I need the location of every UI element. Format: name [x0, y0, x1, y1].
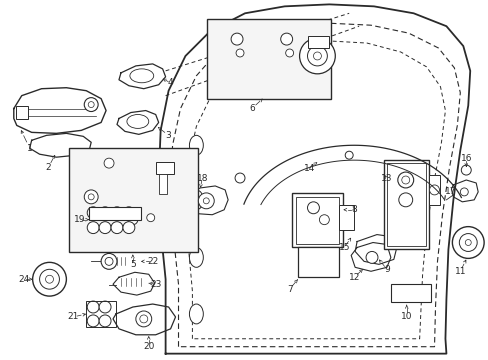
Circle shape [451, 227, 483, 258]
Ellipse shape [189, 190, 203, 210]
Text: 14: 14 [303, 163, 315, 172]
Text: 6: 6 [248, 104, 254, 113]
Text: 5: 5 [130, 260, 136, 269]
Text: 23: 23 [150, 280, 161, 289]
Circle shape [299, 38, 335, 74]
Circle shape [84, 190, 98, 204]
Circle shape [111, 222, 122, 234]
Circle shape [105, 257, 113, 265]
Bar [386, 163, 425, 247]
Circle shape [88, 102, 94, 108]
Circle shape [99, 301, 111, 313]
Ellipse shape [127, 114, 148, 129]
Ellipse shape [189, 135, 203, 155]
Text: 13: 13 [380, 174, 392, 183]
Circle shape [40, 269, 60, 289]
Ellipse shape [189, 304, 203, 324]
Circle shape [366, 251, 377, 264]
Circle shape [401, 176, 409, 184]
Bar [383, 160, 427, 249]
Circle shape [104, 158, 114, 168]
Text: 8: 8 [350, 205, 356, 214]
Circle shape [397, 172, 413, 188]
Circle shape [313, 52, 321, 60]
Circle shape [122, 207, 135, 219]
Bar [291, 193, 343, 247]
Text: 18: 18 [196, 174, 208, 183]
Text: 1: 1 [27, 144, 33, 153]
Bar [390, 284, 429, 302]
Bar [89, 207, 141, 220]
Circle shape [280, 33, 292, 45]
Circle shape [464, 239, 470, 246]
Text: 9: 9 [383, 265, 389, 274]
Circle shape [128, 215, 138, 225]
Ellipse shape [189, 247, 203, 267]
Text: 2: 2 [45, 163, 51, 172]
Circle shape [460, 165, 470, 175]
Text: 16: 16 [460, 154, 471, 163]
Text: 21: 21 [67, 312, 79, 321]
Bar [86, 301, 116, 327]
Circle shape [87, 315, 99, 327]
Circle shape [111, 207, 122, 219]
Text: 17: 17 [444, 188, 455, 197]
Bar [295, 197, 339, 243]
Circle shape [398, 193, 412, 207]
Circle shape [236, 49, 244, 57]
Circle shape [84, 98, 98, 112]
Text: 12: 12 [348, 273, 359, 282]
Bar [158, 174, 166, 194]
Text: 15: 15 [338, 243, 349, 252]
Circle shape [428, 185, 439, 195]
Circle shape [285, 49, 293, 57]
Text: 10: 10 [400, 312, 412, 321]
Circle shape [203, 198, 209, 204]
Circle shape [307, 46, 326, 66]
Circle shape [99, 315, 111, 327]
Text: 20: 20 [143, 342, 154, 351]
Text: 24: 24 [18, 275, 29, 284]
Circle shape [87, 222, 99, 234]
Circle shape [122, 222, 135, 234]
Circle shape [458, 234, 476, 251]
Text: 22: 22 [147, 257, 158, 266]
Circle shape [33, 262, 66, 296]
Text: 19: 19 [73, 215, 85, 224]
Bar [155, 162, 173, 174]
Circle shape [307, 202, 319, 214]
Text: 11: 11 [454, 267, 465, 276]
Bar [16, 105, 28, 120]
Circle shape [101, 253, 117, 269]
Bar [207, 19, 331, 99]
Bar [427, 175, 440, 205]
Circle shape [136, 311, 151, 327]
Circle shape [231, 33, 243, 45]
Circle shape [140, 315, 147, 323]
Circle shape [459, 188, 468, 196]
Circle shape [88, 194, 94, 200]
Bar [307, 36, 328, 48]
Circle shape [45, 275, 53, 283]
Circle shape [345, 151, 352, 159]
Text: 3: 3 [165, 131, 171, 140]
Bar [69, 148, 198, 252]
Ellipse shape [130, 69, 153, 83]
Circle shape [87, 207, 99, 219]
Circle shape [87, 301, 99, 313]
Circle shape [99, 207, 111, 219]
Bar [297, 247, 339, 277]
Circle shape [198, 193, 214, 209]
Circle shape [319, 215, 328, 225]
Text: 4: 4 [167, 78, 173, 87]
Circle shape [99, 222, 111, 234]
Circle shape [235, 173, 244, 183]
Circle shape [146, 214, 154, 222]
Text: 7: 7 [286, 285, 292, 294]
Bar [339, 205, 353, 230]
